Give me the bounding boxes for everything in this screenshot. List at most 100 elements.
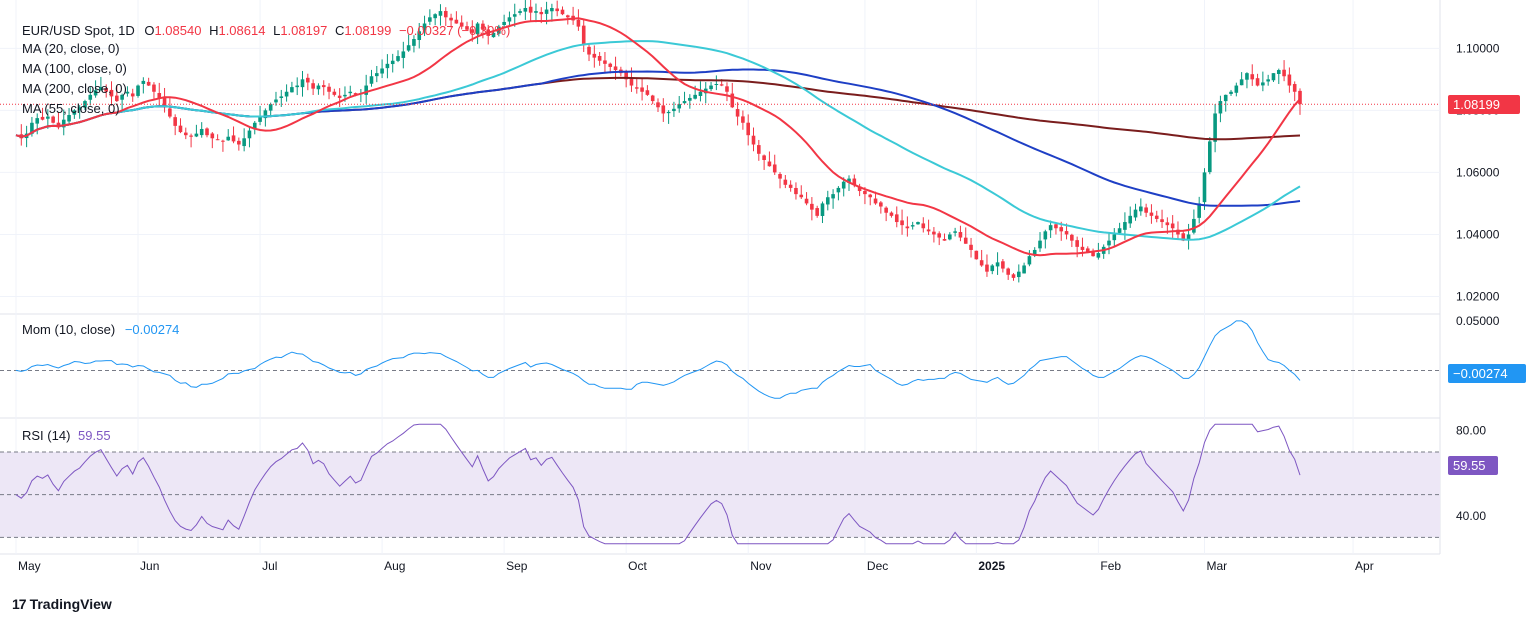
candle-body bbox=[1123, 222, 1127, 230]
candle-body bbox=[306, 77, 310, 83]
candle-body bbox=[634, 87, 639, 89]
candle-body bbox=[772, 164, 777, 173]
candle-body bbox=[1276, 70, 1281, 74]
candle-body bbox=[894, 214, 899, 223]
candle-body bbox=[380, 68, 384, 74]
rsi-legend[interactable]: RSI (14) 59.55 bbox=[22, 428, 111, 444]
time-tick-label: Jul bbox=[262, 559, 277, 573]
candle-body bbox=[46, 116, 50, 119]
change-value: −0.00327 (−0.30%) bbox=[398, 23, 511, 38]
tradingview-logo[interactable]: 17 TradingView bbox=[12, 596, 112, 612]
candle-body bbox=[921, 223, 926, 229]
candle-body bbox=[719, 84, 724, 86]
candle-body bbox=[465, 26, 469, 30]
candle-body bbox=[364, 85, 368, 95]
candle-body bbox=[438, 11, 443, 16]
rsi-tick-label: 40.00 bbox=[1456, 509, 1486, 523]
candle-body bbox=[284, 91, 289, 97]
candle-body bbox=[263, 110, 268, 119]
candle-body bbox=[1181, 233, 1186, 241]
ma100-legend[interactable]: MA (100, close, 0) bbox=[22, 61, 127, 76]
candle-body bbox=[157, 93, 162, 98]
candle-body bbox=[534, 11, 538, 13]
candle-body bbox=[417, 31, 422, 41]
candle-body bbox=[1059, 227, 1064, 232]
candle-body bbox=[597, 55, 602, 61]
symbol-title: EUR/USD Spot, 1D bbox=[22, 23, 135, 38]
candle-body bbox=[1282, 69, 1286, 77]
candle-body bbox=[1202, 172, 1207, 203]
candle-body bbox=[1165, 222, 1170, 226]
candle-body bbox=[873, 198, 878, 204]
candle-body bbox=[1250, 74, 1255, 80]
candle-body bbox=[1186, 234, 1191, 240]
candle-body bbox=[199, 128, 204, 136]
candle-body bbox=[1032, 249, 1037, 256]
candle-body bbox=[173, 117, 177, 126]
ma20-legend[interactable]: MA (20, close, 0) bbox=[22, 41, 120, 56]
rsi-badge: 59.55 bbox=[1448, 456, 1498, 475]
candle-body bbox=[1192, 218, 1196, 233]
candle-body bbox=[125, 91, 130, 94]
candle-body bbox=[396, 56, 400, 61]
candle-body bbox=[502, 21, 506, 25]
candle-body bbox=[152, 84, 156, 92]
candle-body bbox=[1139, 206, 1143, 212]
candle-body bbox=[1229, 91, 1233, 94]
candle-body bbox=[751, 135, 756, 145]
ma20-line bbox=[15, 17, 1301, 257]
time-tick-label: Apr bbox=[1355, 559, 1374, 573]
candle-body bbox=[183, 132, 188, 136]
momentum-legend[interactable]: Mom (10, close) −0.00274 bbox=[22, 322, 179, 338]
candle-body bbox=[412, 39, 416, 46]
candle-body bbox=[1016, 271, 1021, 278]
candle-body bbox=[332, 91, 337, 95]
candle-body bbox=[1133, 209, 1138, 218]
candle-body bbox=[168, 108, 172, 117]
price-tick-label: 1.06000 bbox=[1456, 165, 1500, 179]
rsi-label: RSI (14) bbox=[22, 428, 71, 443]
candle-body bbox=[788, 184, 793, 188]
ma200-legend[interactable]: MA (200, close, 0) bbox=[22, 81, 127, 96]
candle-body bbox=[258, 116, 262, 122]
candle-body bbox=[1149, 212, 1154, 216]
candle-body bbox=[428, 17, 432, 22]
candle-body bbox=[136, 85, 140, 96]
candle-body bbox=[491, 32, 496, 38]
candle-body bbox=[645, 90, 650, 95]
candle-body bbox=[1107, 240, 1111, 246]
close-value: 1.08199 bbox=[344, 23, 392, 38]
time-tick-label: May bbox=[18, 559, 41, 573]
candle-body bbox=[852, 178, 857, 185]
candle-body bbox=[889, 212, 894, 216]
candle-body bbox=[762, 155, 766, 160]
time-tick-label: Feb bbox=[1100, 559, 1121, 573]
candle-body bbox=[592, 53, 597, 58]
candle-body bbox=[528, 6, 533, 13]
candle-body bbox=[650, 95, 655, 102]
candle-body bbox=[162, 96, 167, 108]
candle-body bbox=[879, 202, 883, 207]
ma55-line bbox=[15, 40, 1301, 241]
price-tick-label: 1.02000 bbox=[1456, 289, 1500, 303]
open-value: 1.08540 bbox=[154, 23, 202, 38]
candle-body bbox=[518, 11, 522, 13]
ma55-legend[interactable]: MA (55, close, 0) bbox=[22, 101, 120, 116]
candle-body bbox=[730, 93, 735, 108]
candle-body bbox=[268, 104, 273, 111]
time-tick-label: Jun bbox=[140, 559, 159, 573]
candle-body bbox=[481, 23, 485, 30]
candle-body bbox=[810, 203, 814, 210]
candle-body bbox=[831, 194, 835, 199]
open-label: O bbox=[144, 23, 155, 38]
candle-body bbox=[825, 197, 830, 205]
candle-body bbox=[757, 145, 761, 154]
low-label: L bbox=[273, 23, 281, 38]
last-price-badge: 1.08199 bbox=[1448, 95, 1520, 114]
candle-body bbox=[35, 118, 40, 124]
candle-body bbox=[709, 85, 713, 90]
candle-body bbox=[1213, 113, 1217, 142]
candle-body bbox=[300, 79, 305, 88]
candle-body bbox=[1128, 215, 1133, 224]
